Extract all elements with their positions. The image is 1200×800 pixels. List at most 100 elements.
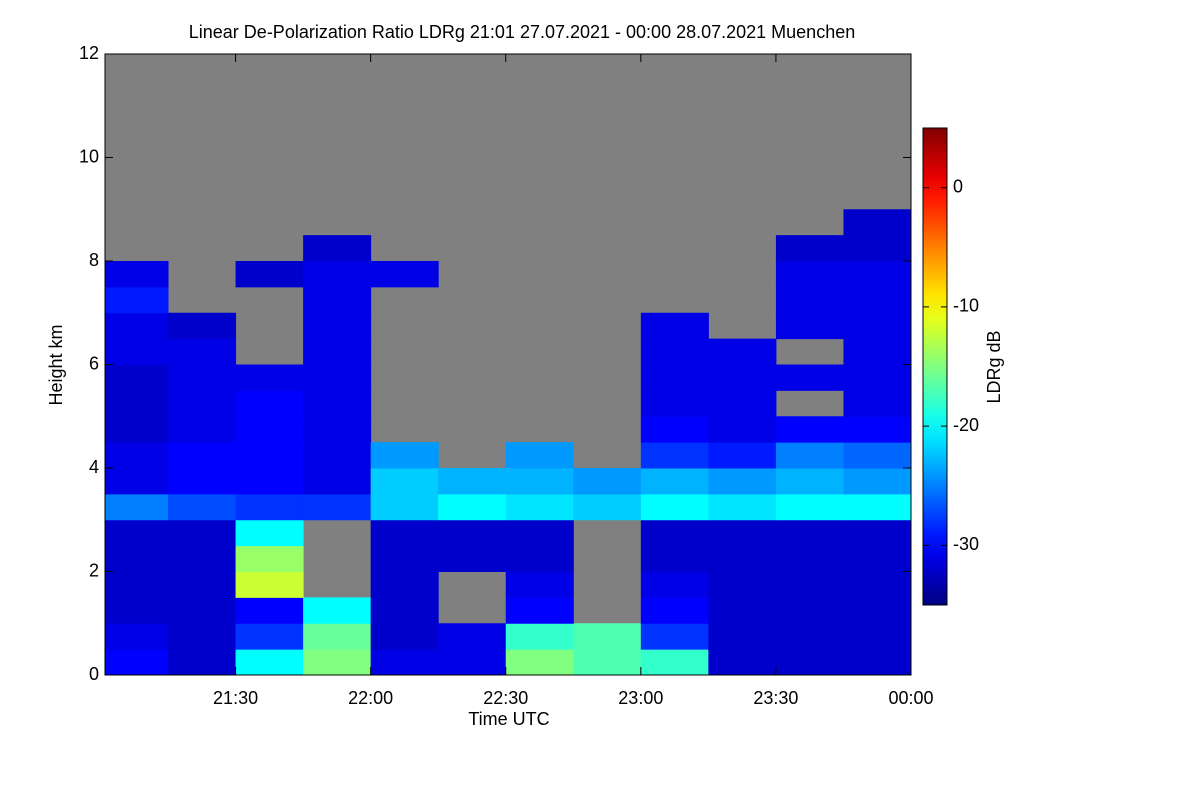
heatmap-cell [370, 649, 439, 675]
colorbar-tick-label: -30 [953, 534, 979, 554]
x-tick-label: 21:30 [213, 688, 258, 708]
heatmap-cell [235, 442, 304, 469]
heatmap-cell [370, 597, 439, 624]
heatmap-cell [843, 623, 911, 650]
heatmap-cell [168, 390, 237, 417]
heatmap-cell [640, 416, 709, 443]
heatmap-cell [505, 468, 574, 495]
heatmap-cell [105, 442, 169, 469]
heatmap-cell [505, 442, 574, 469]
heatmap-cell [235, 623, 304, 650]
heatmap-cell [105, 545, 169, 572]
heatmap-cell [775, 312, 844, 340]
heatmap-cell [640, 623, 709, 650]
heatmap-cell [235, 597, 304, 624]
heatmap-cell [235, 649, 304, 675]
heatmap-cell [303, 312, 372, 340]
heatmap-cell [640, 390, 709, 417]
x-axis-label: Time UTC [468, 709, 549, 729]
heatmap-cell [708, 468, 777, 495]
heatmap-cell [843, 286, 911, 314]
heatmap-cell [168, 312, 237, 340]
heatmap-cell [640, 545, 709, 572]
heatmap-cell [573, 468, 642, 495]
heatmap-cell [105, 649, 169, 675]
y-tick-label: 4 [89, 457, 99, 477]
heatmap-cell [573, 493, 642, 521]
heatmap-cell [843, 209, 911, 236]
x-tick-label: 00:00 [888, 688, 933, 708]
heatmap-cell [708, 416, 777, 443]
heatmap-cell [843, 416, 911, 443]
heatmap-cell [573, 623, 642, 650]
colorbar [922, 127, 948, 606]
heatmap-cell [640, 597, 709, 624]
heatmap-cell [775, 442, 844, 469]
heatmap-cell [775, 623, 844, 650]
heatmap-cell [708, 597, 777, 624]
heatmap-cell [303, 364, 372, 391]
heatmap-cell [640, 442, 709, 469]
heatmap-cell [843, 493, 911, 521]
heatmap-cell [235, 364, 304, 391]
heatmap-cell [370, 545, 439, 572]
heatmap-cell [303, 597, 372, 624]
heatmap-cell [438, 623, 507, 650]
heatmap-cell [168, 442, 237, 469]
heatmap-cell [640, 312, 709, 340]
heatmap-cell [640, 649, 709, 675]
heatmap-cell [775, 493, 844, 521]
heatmap-cell [235, 519, 304, 547]
x-tick-label: 22:00 [348, 688, 393, 708]
heatmap-cell [168, 649, 237, 675]
heatmap-cell [775, 468, 844, 495]
heatmap-cell [303, 649, 372, 675]
colorbar-tick-label: -20 [953, 415, 979, 435]
heatmap-cell [640, 338, 709, 365]
heatmap-cell [708, 623, 777, 650]
heatmap-cell [370, 261, 439, 288]
y-tick-label: 0 [89, 664, 99, 684]
heatmap-cell [640, 468, 709, 495]
heatmap-cell [843, 312, 911, 340]
y-axis-label: Height km [46, 324, 66, 405]
heatmap-cell [438, 545, 507, 572]
heatmap-cell [370, 623, 439, 650]
heatmap-cell [303, 493, 372, 521]
heatmap-cell [708, 493, 777, 521]
chart-title: Linear De-Polarization Ratio LDRg 21:01 … [189, 22, 855, 42]
heatmap-cell [105, 261, 169, 288]
heatmap-cell [843, 468, 911, 495]
heatmap-cell [168, 493, 237, 521]
y-tick-label: 12 [79, 43, 99, 63]
heatmap-cell [775, 416, 844, 443]
heatmap-cell [843, 519, 911, 547]
heatmap-cell [303, 261, 372, 288]
heatmap-cell [640, 571, 709, 598]
heatmap-cell [168, 623, 237, 650]
heatmap-cell [438, 519, 507, 547]
y-tick-label: 10 [79, 146, 99, 166]
heatmap-cell [775, 286, 844, 314]
heatmap-cell [105, 364, 169, 391]
heatmap-cell [775, 519, 844, 547]
heatmap-cell [105, 493, 169, 521]
heatmap-cell [105, 623, 169, 650]
heatmap-cell [843, 571, 911, 598]
heatmap-cell [105, 468, 169, 495]
heatmap-cell [303, 468, 372, 495]
heatmap-cell [168, 338, 237, 365]
heatmap-cell [105, 416, 169, 443]
heatmap-cell [505, 493, 574, 521]
x-tick-label: 23:00 [618, 688, 663, 708]
heatmap-cell [168, 468, 237, 495]
heatmap-cell [505, 519, 574, 547]
heatmap-cell [775, 235, 844, 262]
heatmap-cell [168, 597, 237, 624]
heatmap-cell [708, 338, 777, 365]
heatmap-cell [573, 649, 642, 675]
heatmap-cell [168, 519, 237, 547]
heatmap-cell [303, 416, 372, 443]
heatmap-cell [505, 623, 574, 650]
heatmap-cell [105, 390, 169, 417]
